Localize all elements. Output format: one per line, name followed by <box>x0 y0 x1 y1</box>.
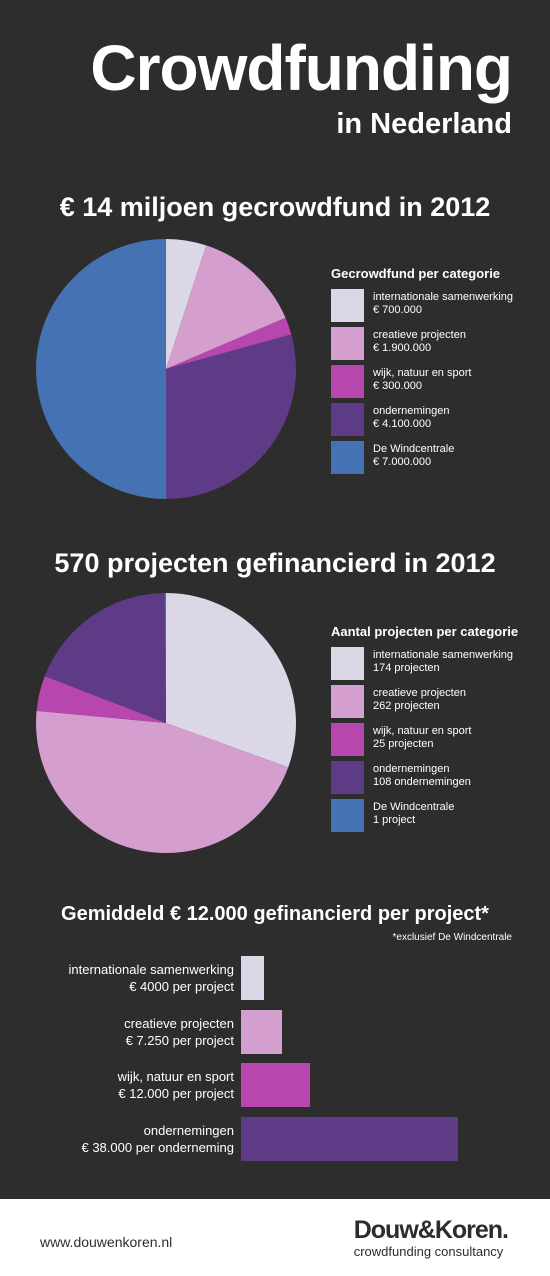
website-link[interactable]: www.douwenkoren.nl <box>40 1234 173 1250</box>
bar-label-name: wijk, natuur en sport <box>117 1069 234 1084</box>
legend-item: internationale samenwerking 174 projecten <box>331 647 541 685</box>
legend-swatch <box>331 365 364 398</box>
page-title: Crowdfunding <box>90 32 513 104</box>
bar <box>241 956 264 1000</box>
legend-name: internationale samenwerking <box>373 649 514 661</box>
pie-slice <box>166 593 296 768</box>
legend-item: De Windcentrale € 7.000.000 <box>331 441 541 479</box>
legend-value: € 1.900.000 <box>373 342 432 354</box>
legend-title: Gecrowdfund per categorie <box>331 266 501 281</box>
legend-item: De Windcentrale 1 project <box>331 799 541 837</box>
legend-swatch <box>331 441 364 474</box>
bar-label-value: € 12.000 per project <box>118 1086 234 1101</box>
legend-swatch <box>331 647 364 680</box>
pie-slice <box>166 245 286 369</box>
legend-name: creatieve projecten <box>373 687 466 699</box>
legend-swatch <box>331 723 364 756</box>
legend-value: 262 projecten <box>373 700 440 712</box>
bar-row: creatieve projecten € 7.250 per project <box>0 1010 550 1054</box>
legend-item: wijk, natuur en sport 25 projecten <box>331 723 541 761</box>
bar-label-name: ondernemingen <box>143 1123 234 1138</box>
legend-title: Aantal projecten per categorie <box>331 624 519 639</box>
pie-slice <box>166 239 207 369</box>
pie-slice <box>35 710 289 853</box>
legend-swatch <box>331 761 364 794</box>
pie-slice <box>36 239 166 499</box>
legend-name: internationale samenwerking <box>373 291 514 303</box>
pie-slice <box>36 676 166 723</box>
logo-name: Douw&Koren. <box>353 1216 509 1244</box>
bar-label-value: € 7.250 per project <box>125 1033 234 1048</box>
legend-value: € 300.000 <box>373 380 422 392</box>
legend-name: wijk, natuur en sport <box>373 725 472 737</box>
pie-slice <box>44 593 166 723</box>
legend-value: € 700.000 <box>373 304 422 316</box>
bar-label-name: internationale samenwerking <box>68 962 234 977</box>
bar-label-name: creatieve projecten <box>124 1016 234 1031</box>
legend-name: wijk, natuur en sport <box>373 367 472 379</box>
legend-item: creatieve projecten € 1.900.000 <box>331 327 541 365</box>
legend-item: ondernemingen 108 ondernemingen <box>331 761 541 799</box>
legend-swatch <box>331 685 364 718</box>
legend-swatch <box>331 327 364 360</box>
bar-row: ondernemingen € 38.000 per onderneming <box>0 1117 550 1161</box>
legend-swatch <box>331 403 364 436</box>
legend-projects: Aantal projecten per categorie internati… <box>331 624 541 837</box>
pie-slice <box>164 593 166 723</box>
bar-chart-title: Gemiddeld € 12.000 gefinancierd per proj… <box>61 903 489 925</box>
footer: www.douwenkoren.nl Douw&Koren. crowdfund… <box>0 1199 550 1276</box>
legend-name: De Windcentrale <box>373 801 455 813</box>
pie-slice <box>166 317 292 369</box>
legend-value: 1 project <box>373 814 416 826</box>
legend-value: 174 projecten <box>373 662 440 674</box>
bar-row: internationale samenwerking € 4000 per pr… <box>0 956 550 1000</box>
legend-name: creatieve projecten <box>373 329 466 341</box>
legend-name: ondernemingen <box>373 763 450 775</box>
legend-item: internationale samenwerking € 700.000 <box>331 289 541 327</box>
page-subtitle: in Nederland <box>336 108 512 140</box>
legend-value: 108 ondernemingen <box>373 776 471 788</box>
footnote: *exclusief De Windcentrale <box>392 932 513 943</box>
legend-item: ondernemingen € 4.100.000 <box>331 403 541 441</box>
legend-swatch <box>331 799 364 832</box>
bar-label-value: € 4000 per project <box>129 979 234 994</box>
legend-item: wijk, natuur en sport € 300.000 <box>331 365 541 403</box>
pie-slice <box>166 334 297 499</box>
legend-swatch <box>331 289 364 322</box>
pie1-title: € 14 miljoen gecrowdfund in 2012 <box>59 192 491 222</box>
bar-row: wijk, natuur en sport € 12.000 per projec… <box>0 1063 550 1107</box>
company-logo: Douw&Koren. crowdfunding consultancy <box>353 1216 509 1259</box>
legend-item: creatieve projecten 262 projecten <box>331 685 541 723</box>
legend-value: € 4.100.000 <box>373 418 432 430</box>
legend-value: € 7.000.000 <box>373 456 432 468</box>
pie-chart-amounts <box>36 239 297 499</box>
pie-chart-projects <box>35 593 296 853</box>
bar <box>241 1010 283 1054</box>
legend-value: 25 projecten <box>373 738 434 750</box>
legend-name: De Windcentrale <box>373 443 455 455</box>
logo-tagline: crowdfunding consultancy <box>353 1244 504 1259</box>
legend-name: ondernemingen <box>373 405 450 417</box>
bar <box>241 1117 458 1161</box>
bar <box>241 1063 310 1107</box>
legend-amounts: Gecrowdfund per categorie internationale… <box>331 266 541 479</box>
pie2-title: 570 projecten gefinancierd in 2012 <box>54 548 496 578</box>
bar-label-value: € 38.000 per onderneming <box>81 1140 234 1155</box>
